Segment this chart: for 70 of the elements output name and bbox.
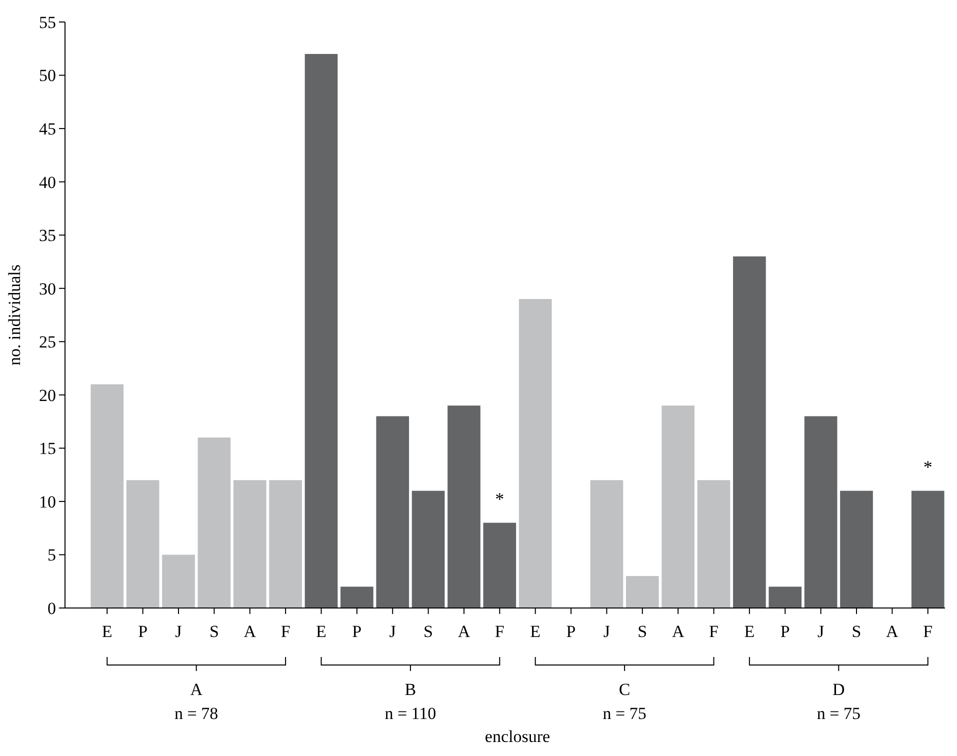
y-tick-label: 50 — [39, 66, 56, 86]
y-tick-label: 0 — [48, 598, 56, 618]
x-tick-label: A — [886, 622, 900, 641]
x-tick-label: F — [923, 622, 933, 641]
bar — [90, 384, 124, 608]
y-tick-label: 40 — [39, 172, 56, 192]
x-tick-label: A — [458, 622, 471, 641]
x-tick-label: F — [280, 622, 290, 641]
bar — [340, 586, 374, 608]
text: n = 78 — [174, 704, 218, 723]
y-tick-label: 35 — [39, 226, 56, 246]
y-tick-label: 20 — [39, 386, 56, 405]
y-tick-label: 15 — [39, 439, 56, 458]
x-tick-label: A — [244, 622, 257, 641]
annotation: * — [923, 456, 932, 477]
x-tick-label: S — [424, 622, 434, 641]
x-tick-label: S — [852, 622, 862, 641]
bar — [518, 299, 552, 608]
text: enclosure — [484, 727, 550, 746]
x-tick-label: J — [389, 622, 396, 641]
x-tick-label: E — [744, 622, 755, 641]
x-tick-label: S — [209, 622, 219, 641]
bar — [376, 416, 410, 608]
text: n = 75 — [602, 704, 646, 723]
text: n = 75 — [816, 704, 860, 723]
x-tick-label: E — [102, 622, 112, 641]
x-tick-label: J — [603, 622, 610, 641]
x-tick-label: P — [780, 622, 790, 641]
bar — [626, 576, 659, 608]
x-tick-label: F — [494, 622, 504, 641]
bar — [483, 522, 516, 608]
bar — [412, 490, 445, 608]
bar — [198, 438, 231, 608]
y-tick-label: 30 — [39, 279, 56, 298]
bar — [590, 480, 624, 608]
x-tick-label: A — [672, 622, 685, 641]
text: D — [832, 680, 845, 699]
bar — [911, 490, 944, 608]
x-tick-label: E — [530, 622, 541, 641]
bar — [126, 480, 160, 608]
y-tick-label: 45 — [39, 119, 56, 138]
x-tick-label: F — [709, 622, 718, 641]
x-tick-label: P — [138, 622, 148, 641]
x-tick-label: P — [352, 622, 362, 641]
bar — [733, 256, 766, 608]
bar — [233, 480, 266, 608]
bar — [662, 406, 694, 608]
text: B — [404, 680, 416, 699]
x-tick-label: J — [818, 622, 825, 641]
bar — [162, 554, 195, 608]
text: A — [190, 680, 204, 699]
bar — [840, 490, 873, 608]
y-axis-title: no. individuals — [5, 264, 24, 366]
x-tick-label: P — [566, 622, 576, 641]
y-tick-label: 5 — [48, 546, 56, 565]
text: n = 110 — [384, 704, 436, 723]
bar — [448, 406, 480, 608]
text: C — [618, 680, 630, 699]
bar — [697, 480, 730, 608]
bar — [269, 480, 302, 608]
bar — [304, 54, 338, 608]
bar — [804, 416, 838, 608]
bar — [768, 586, 802, 608]
x-tick-label: J — [175, 622, 182, 641]
x-tick-label: S — [638, 622, 648, 641]
y-tick-label: 55 — [39, 12, 56, 32]
annotation: * — [495, 488, 504, 509]
y-tick-label: 25 — [39, 332, 56, 352]
y-tick-label: 10 — [39, 492, 56, 512]
x-tick-label: E — [316, 622, 326, 641]
